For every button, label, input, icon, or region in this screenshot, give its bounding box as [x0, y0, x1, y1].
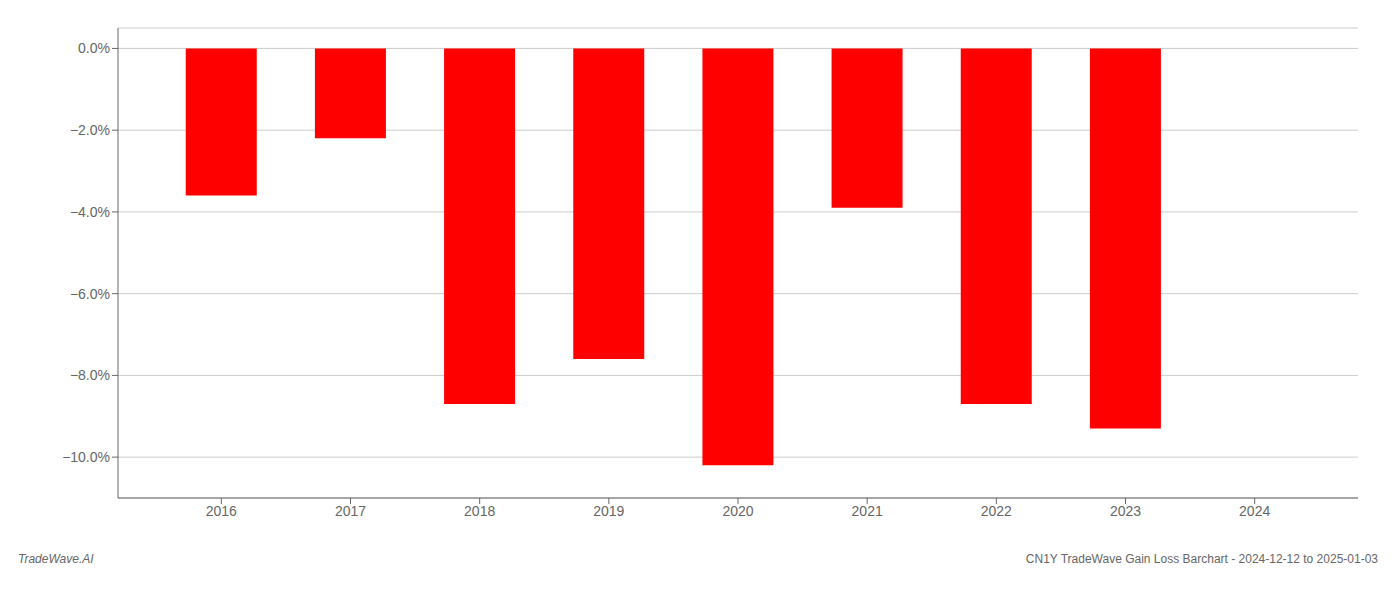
svg-text:2020: 2020 — [722, 503, 753, 519]
svg-text:2024: 2024 — [1239, 503, 1270, 519]
svg-text:−4.0%: −4.0% — [70, 204, 110, 220]
svg-text:−6.0%: −6.0% — [70, 286, 110, 302]
svg-text:2022: 2022 — [981, 503, 1012, 519]
svg-text:2023: 2023 — [1110, 503, 1141, 519]
svg-text:−10.0%: −10.0% — [62, 449, 110, 465]
svg-text:0.0%: 0.0% — [78, 40, 110, 56]
svg-text:2021: 2021 — [852, 503, 883, 519]
html-text:CN1Y TradeWave Gain Loss Barch: CN1Y TradeWave Gain Loss Barchart - 2024… — [1025, 552, 1378, 566]
svg-text:−8.0%: −8.0% — [70, 367, 110, 383]
svg-text:2018: 2018 — [464, 503, 495, 519]
html-text:TradeWave.AI: TradeWave.AI — [18, 552, 94, 566]
svg-text:2019: 2019 — [593, 503, 624, 519]
svg-text:2017: 2017 — [335, 503, 366, 519]
svg-text:2016: 2016 — [206, 503, 237, 519]
svg-text:−2.0%: −2.0% — [70, 122, 110, 138]
